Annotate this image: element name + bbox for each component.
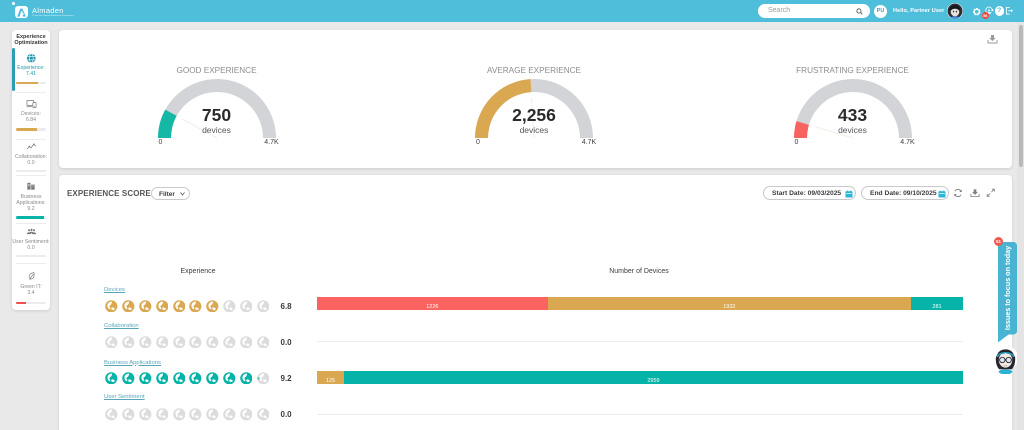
svg-text:Issues to focus on today: Issues to focus on today (1003, 246, 1012, 330)
